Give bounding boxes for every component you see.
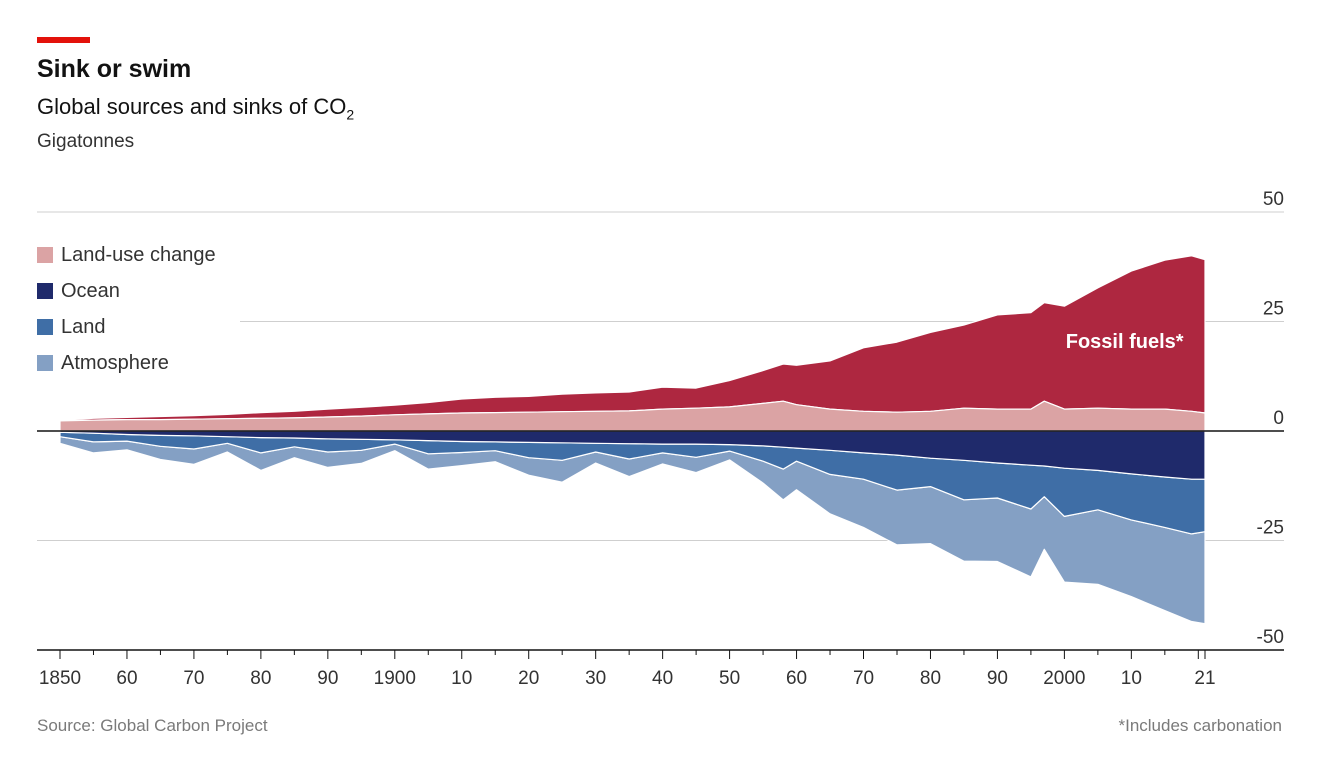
legend-item-atmosphere: Atmosphere xyxy=(37,345,216,381)
x-tick-label: 10 xyxy=(1121,668,1142,689)
legend-swatch-land xyxy=(37,319,53,335)
footnote: *Includes carbonation xyxy=(1118,716,1282,735)
x-tick-label: 10 xyxy=(451,668,472,689)
x-tick-label: 60 xyxy=(116,668,137,689)
x-tick-label: 90 xyxy=(987,668,1008,689)
legend-swatch-land-use xyxy=(37,247,53,263)
fossil-fuels-area xyxy=(59,255,1206,422)
x-tick-label: 20 xyxy=(518,668,539,689)
annotation-fossil-fuels: Fossil fuels* xyxy=(1066,331,1184,353)
legend-item-land: Land xyxy=(37,309,216,345)
x-tick-label: 2000 xyxy=(1043,668,1085,689)
y-tick-label: 0 xyxy=(1273,408,1284,429)
y-tick-label: -50 xyxy=(1257,627,1284,648)
x-tick-label: 50 xyxy=(719,668,740,689)
x-tick-label: 30 xyxy=(585,668,606,689)
x-tick-label: 21 xyxy=(1194,668,1215,689)
x-tick-label: 60 xyxy=(786,668,807,689)
x-tick-label: 80 xyxy=(920,668,941,689)
x-tick-label: 1900 xyxy=(374,668,416,689)
x-tick-label: 70 xyxy=(853,668,874,689)
x-tick-label: 1850 xyxy=(39,668,81,689)
legend-swatch-ocean xyxy=(37,283,53,299)
legend-label-ocean: Ocean xyxy=(61,279,120,302)
legend-label-atmosphere: Atmosphere xyxy=(61,351,169,374)
units-label: Gigatonnes xyxy=(37,131,135,152)
source-note: Source: Global Carbon Project xyxy=(37,716,268,735)
legend-label-land: Land xyxy=(61,315,106,338)
accent-bar xyxy=(37,37,90,43)
y-tick-label: -25 xyxy=(1257,518,1284,539)
legend: Land-use change Ocean Land Atmosphere xyxy=(37,237,216,381)
x-tick-label: 40 xyxy=(652,668,673,689)
legend-item-land-use: Land-use change xyxy=(37,237,216,273)
legend-swatch-atmosphere xyxy=(37,355,53,371)
y-tick-label: 25 xyxy=(1263,299,1284,320)
x-tick-label: 70 xyxy=(183,668,204,689)
subtitle-text: Global sources and sinks of CO xyxy=(37,94,347,119)
subtitle-subscript: 2 xyxy=(346,106,355,123)
y-tick-label: 50 xyxy=(1263,189,1284,210)
legend-item-ocean: Ocean xyxy=(37,273,216,309)
chart-subtitle: Global sources and sinks of CO2 xyxy=(37,94,354,122)
legend-label-land-use: Land-use change xyxy=(61,243,216,266)
x-tick-label: 80 xyxy=(250,668,271,689)
chart-title: Sink or swim xyxy=(37,55,192,83)
x-tick-label: 90 xyxy=(317,668,338,689)
